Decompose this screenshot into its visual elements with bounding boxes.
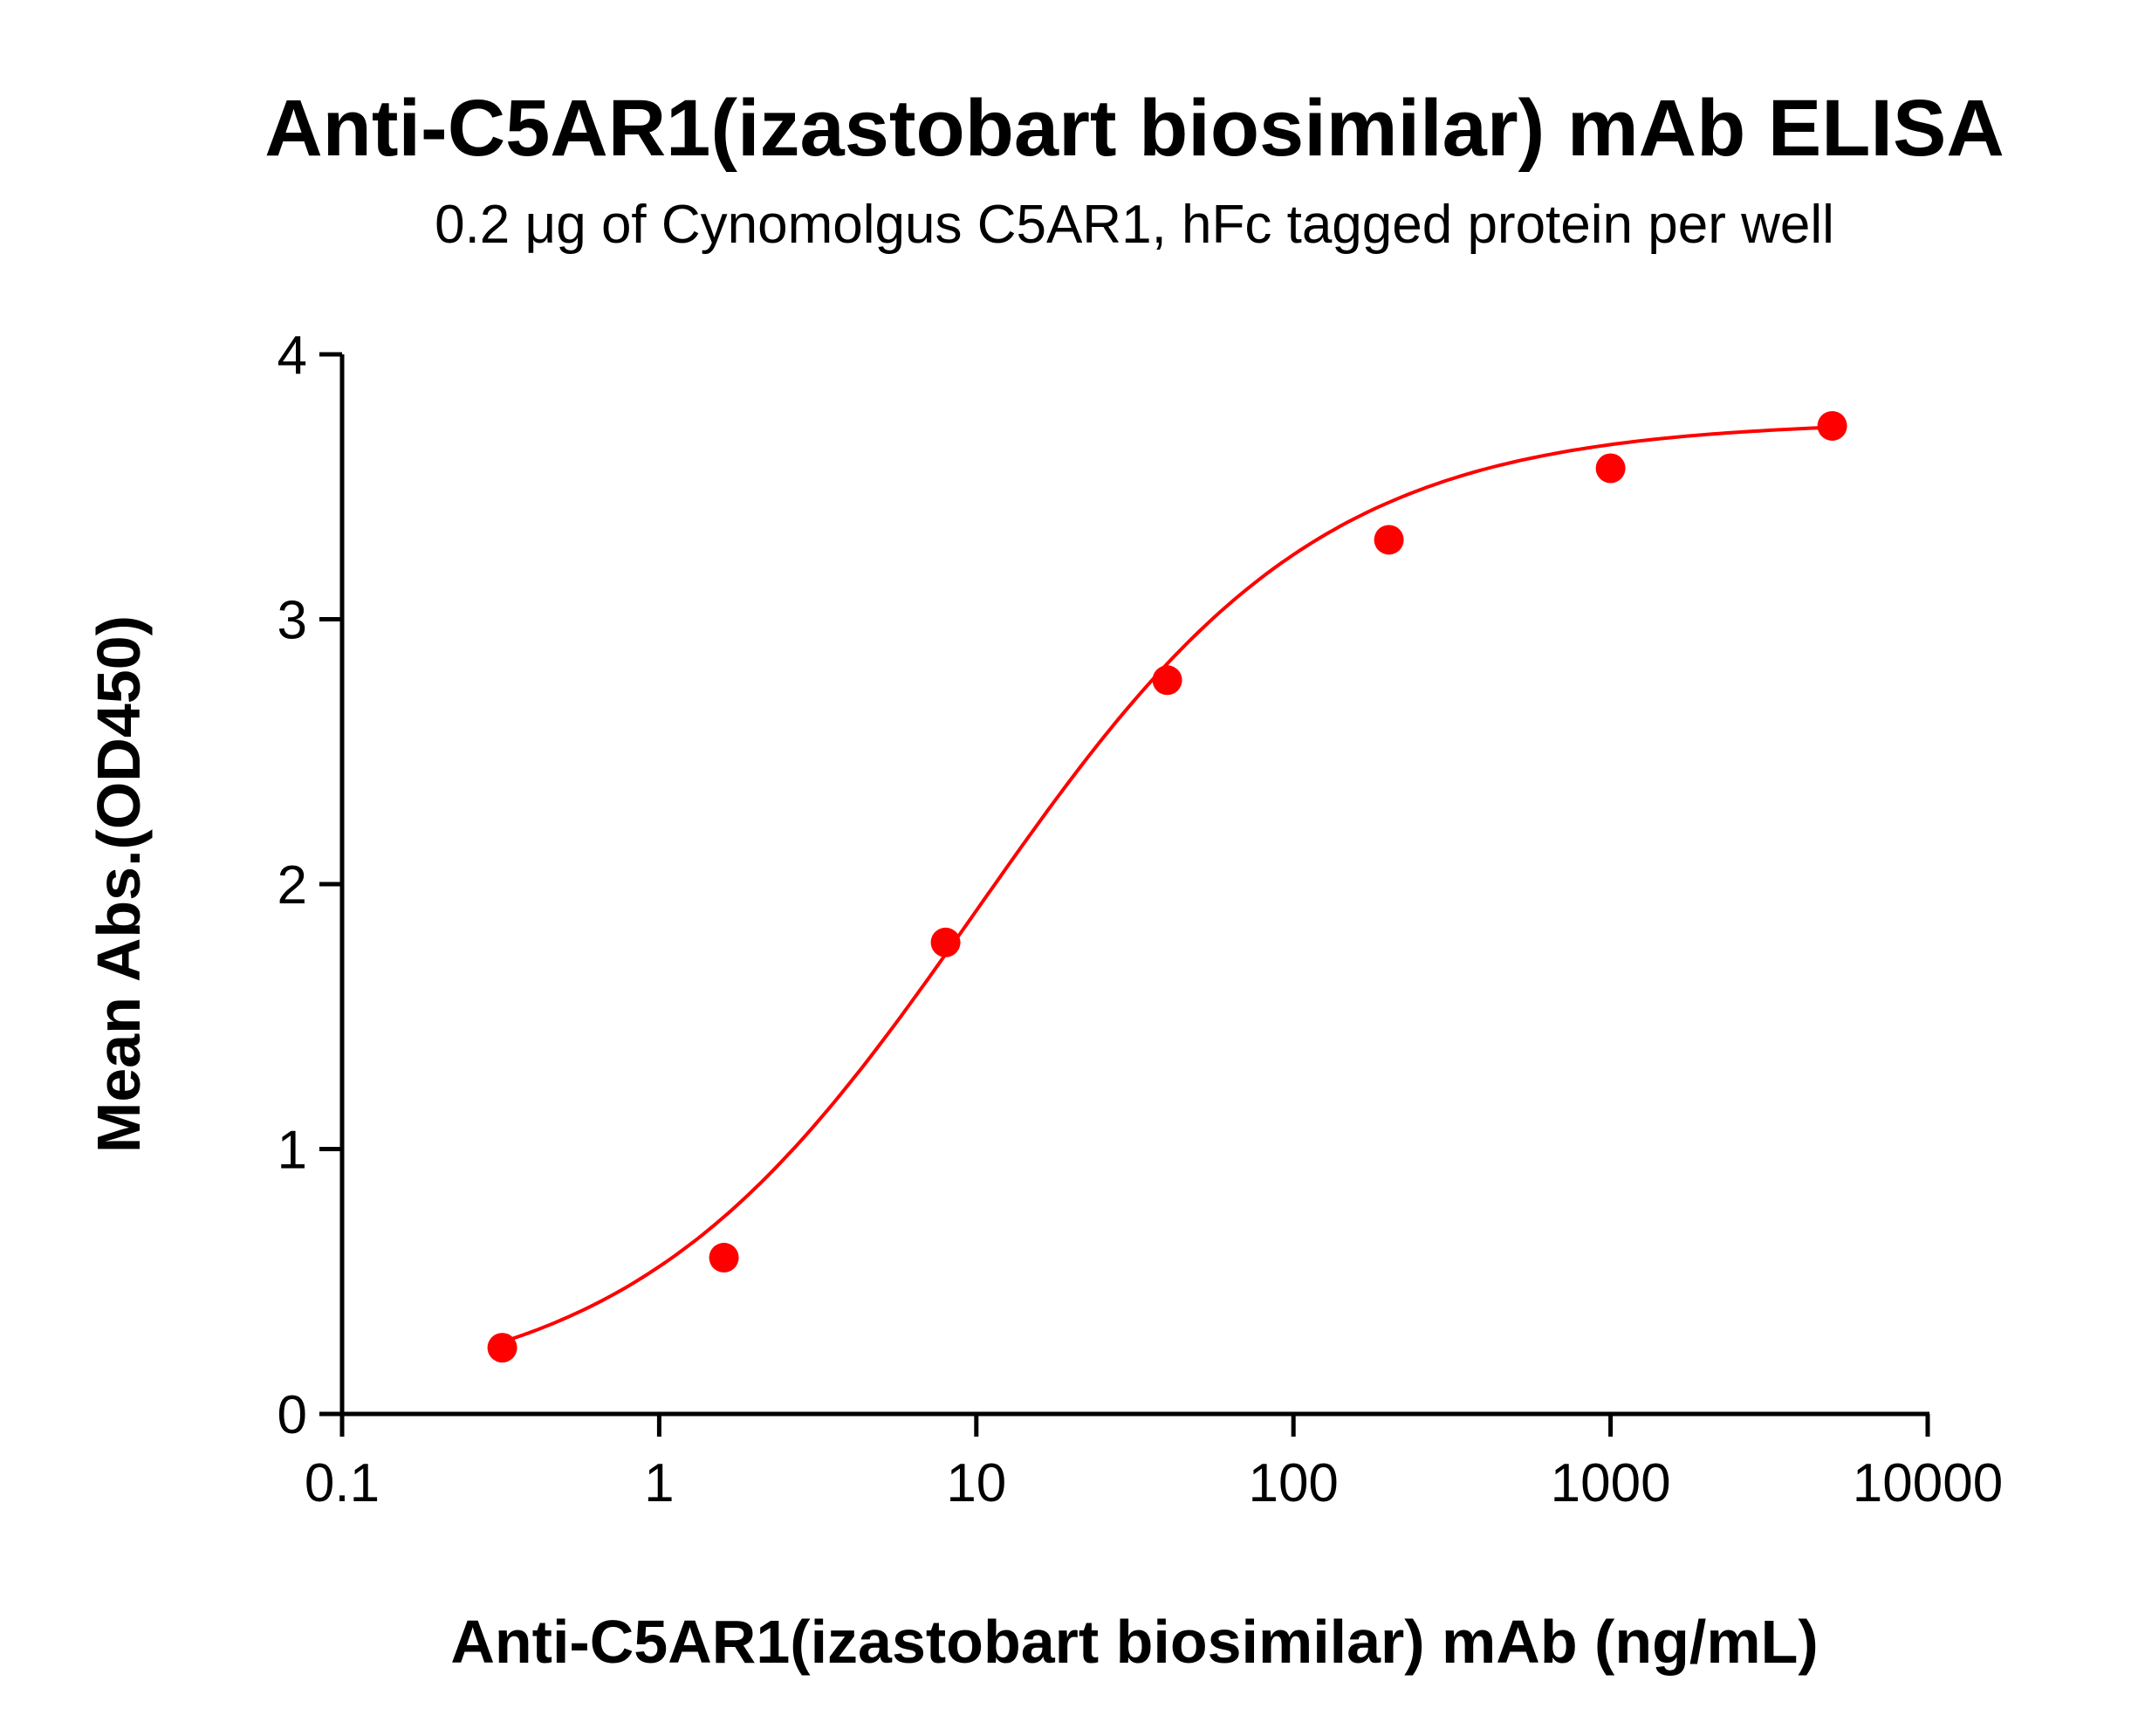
data-point (709, 1242, 739, 1273)
y-tick-label: 0 (278, 1385, 307, 1445)
data-point (1817, 410, 1847, 441)
x-tick-label: 0.1 (305, 1453, 380, 1513)
x-tick-label: 10 (946, 1453, 1006, 1513)
data-point (487, 1333, 517, 1363)
x-tick-label: 1000 (1551, 1453, 1671, 1513)
x-tick-label: 1 (644, 1453, 674, 1513)
x-tick-label: 10000 (1853, 1453, 2003, 1513)
fit-curve (501, 425, 1833, 1344)
y-tick-label: 3 (278, 591, 307, 651)
y-tick-label: 4 (278, 326, 307, 386)
data-point (1152, 665, 1182, 696)
x-tick-label: 100 (1248, 1453, 1338, 1513)
chart-title: Anti-C5AR1(izastobart biosimilar) mAb EL… (264, 84, 2004, 173)
x-axis-label: Anti-C5AR1(izastobart biosimilar) mAb (n… (450, 1608, 1818, 1676)
y-tick-label: 2 (278, 855, 307, 916)
data-point (1374, 525, 1404, 555)
y-axis-label: Mean Abs.(OD450) (85, 615, 153, 1153)
y-tick-label: 1 (278, 1121, 307, 1181)
chart-subtitle: 0.2 μg of Cynomolgus C5AR1, hFc tagged p… (435, 195, 1834, 255)
data-point (1595, 453, 1626, 484)
data-point (930, 927, 961, 957)
